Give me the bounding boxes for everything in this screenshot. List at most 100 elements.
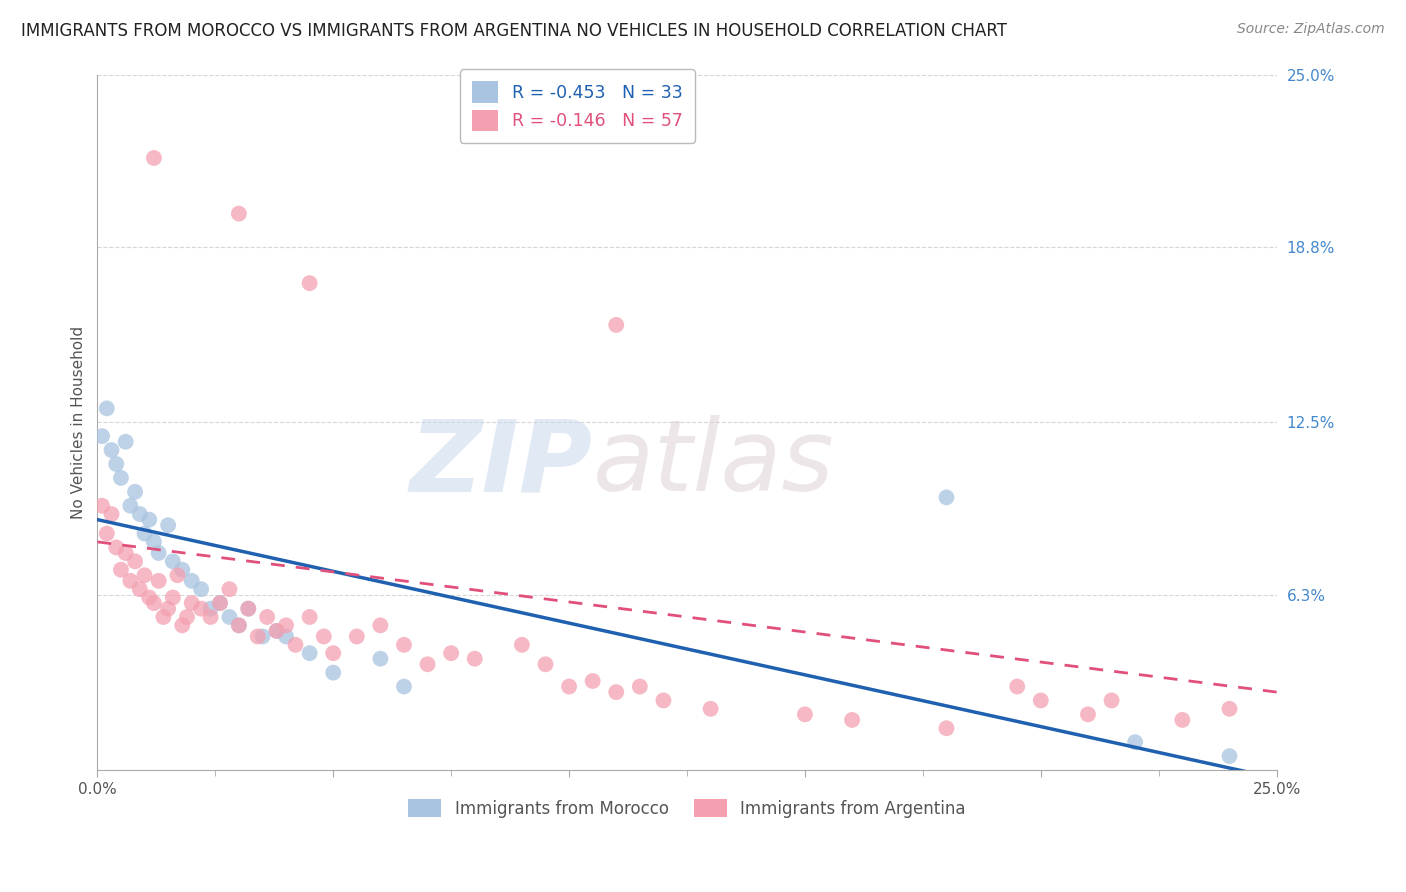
Point xyxy=(143,596,166,610)
Point xyxy=(464,651,486,665)
Point xyxy=(166,568,188,582)
Point xyxy=(1077,707,1099,722)
Point xyxy=(208,596,231,610)
Point xyxy=(1029,693,1052,707)
Point xyxy=(1171,713,1194,727)
Point xyxy=(96,526,118,541)
Point xyxy=(652,693,675,707)
Point xyxy=(114,546,136,560)
Point xyxy=(284,638,307,652)
Text: ZIP: ZIP xyxy=(409,416,593,513)
Point xyxy=(157,518,180,533)
Point xyxy=(148,546,170,560)
Point xyxy=(794,707,817,722)
Point xyxy=(935,491,957,505)
Point xyxy=(128,582,150,597)
Point xyxy=(298,276,321,290)
Text: IMMIGRANTS FROM MOROCCO VS IMMIGRANTS FROM ARGENTINA NO VEHICLES IN HOUSEHOLD CO: IMMIGRANTS FROM MOROCCO VS IMMIGRANTS FR… xyxy=(21,22,1007,40)
Point xyxy=(628,680,651,694)
Point xyxy=(120,499,142,513)
Point xyxy=(91,429,114,443)
Point xyxy=(105,457,128,471)
Point xyxy=(246,630,269,644)
Point xyxy=(114,434,136,449)
Point xyxy=(124,484,146,499)
Point xyxy=(200,601,222,615)
Point xyxy=(143,151,166,165)
Point xyxy=(346,630,368,644)
Point xyxy=(134,568,156,582)
Point xyxy=(100,507,122,521)
Point xyxy=(266,624,288,638)
Point xyxy=(124,554,146,568)
Point xyxy=(1101,693,1123,707)
Point xyxy=(180,574,202,588)
Point xyxy=(256,610,278,624)
Point xyxy=(172,563,194,577)
Point xyxy=(312,630,335,644)
Point xyxy=(91,499,114,513)
Point xyxy=(1218,702,1240,716)
Point xyxy=(105,541,128,555)
Point xyxy=(128,507,150,521)
Point xyxy=(510,638,533,652)
Point xyxy=(699,702,721,716)
Point xyxy=(605,685,627,699)
Point xyxy=(228,618,250,632)
Point xyxy=(110,563,132,577)
Point xyxy=(392,680,415,694)
Point xyxy=(218,582,240,597)
Point xyxy=(558,680,581,694)
Point xyxy=(298,610,321,624)
Point xyxy=(252,630,274,644)
Point xyxy=(157,601,180,615)
Point xyxy=(134,526,156,541)
Point xyxy=(322,665,344,680)
Point xyxy=(1123,735,1146,749)
Point xyxy=(935,721,957,735)
Point xyxy=(841,713,863,727)
Point xyxy=(228,618,250,632)
Point xyxy=(190,601,212,615)
Point xyxy=(534,657,557,672)
Point xyxy=(238,601,260,615)
Point xyxy=(172,618,194,632)
Point xyxy=(416,657,439,672)
Point xyxy=(208,596,231,610)
Point xyxy=(162,591,184,605)
Point xyxy=(370,651,392,665)
Point xyxy=(110,471,132,485)
Point xyxy=(274,618,297,632)
Point xyxy=(440,646,463,660)
Point xyxy=(180,596,202,610)
Point xyxy=(274,630,297,644)
Point xyxy=(1218,749,1240,764)
Point xyxy=(605,318,627,332)
Point xyxy=(322,646,344,660)
Point xyxy=(162,554,184,568)
Point xyxy=(200,610,222,624)
Legend: Immigrants from Morocco, Immigrants from Argentina: Immigrants from Morocco, Immigrants from… xyxy=(402,793,973,824)
Text: Source: ZipAtlas.com: Source: ZipAtlas.com xyxy=(1237,22,1385,37)
Point xyxy=(218,610,240,624)
Point xyxy=(1005,680,1028,694)
Point xyxy=(238,601,260,615)
Text: atlas: atlas xyxy=(593,416,834,513)
Y-axis label: No Vehicles in Household: No Vehicles in Household xyxy=(72,326,86,519)
Point xyxy=(138,513,160,527)
Point xyxy=(96,401,118,416)
Point xyxy=(100,443,122,458)
Point xyxy=(266,624,288,638)
Point xyxy=(298,646,321,660)
Point xyxy=(370,618,392,632)
Point xyxy=(148,574,170,588)
Point xyxy=(190,582,212,597)
Point xyxy=(228,206,250,220)
Point xyxy=(152,610,174,624)
Point xyxy=(392,638,415,652)
Point xyxy=(138,591,160,605)
Point xyxy=(582,673,605,688)
Point xyxy=(120,574,142,588)
Point xyxy=(176,610,198,624)
Point xyxy=(143,534,166,549)
